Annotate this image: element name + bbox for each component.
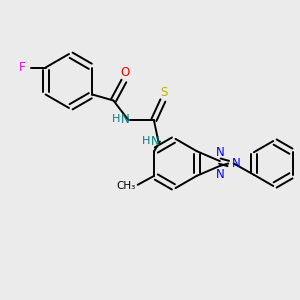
Text: S: S bbox=[161, 85, 168, 99]
Text: H: H bbox=[112, 114, 120, 124]
Text: CH₃: CH₃ bbox=[117, 181, 136, 191]
Text: N: N bbox=[232, 157, 241, 170]
Text: N: N bbox=[150, 134, 159, 148]
Text: N: N bbox=[120, 113, 129, 126]
Text: F: F bbox=[19, 61, 26, 74]
Text: H: H bbox=[142, 136, 150, 146]
Text: N: N bbox=[215, 146, 224, 159]
Text: N: N bbox=[215, 168, 224, 181]
Text: O: O bbox=[121, 66, 130, 79]
